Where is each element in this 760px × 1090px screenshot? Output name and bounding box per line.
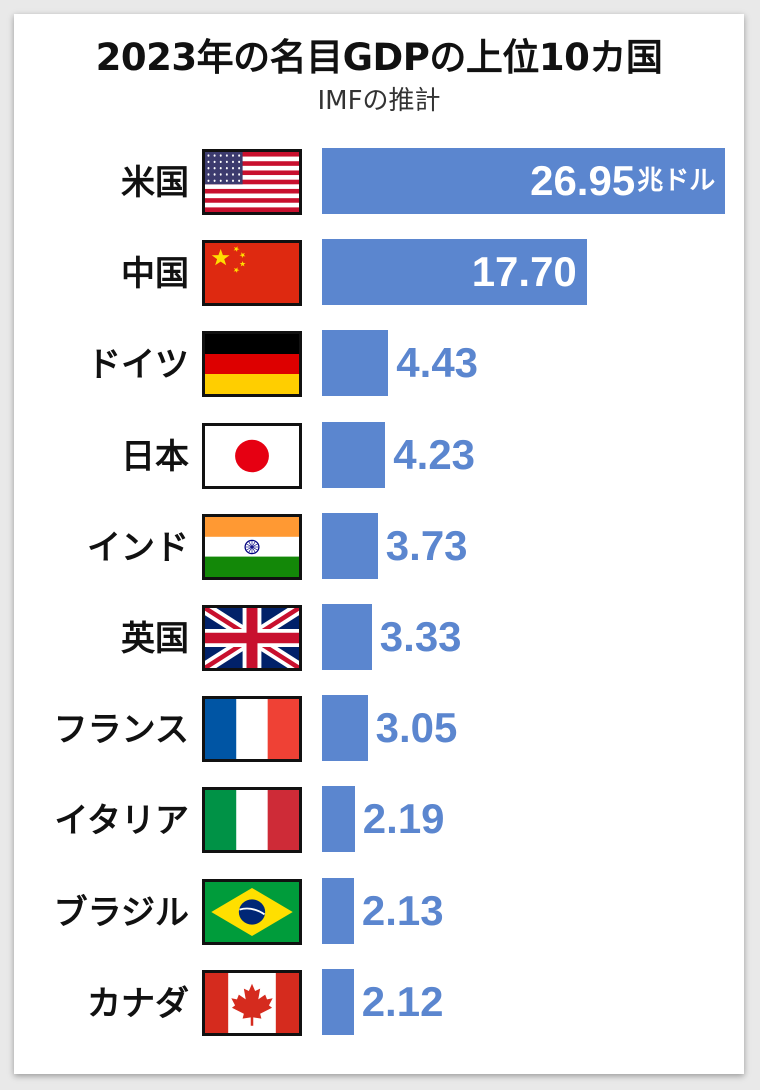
gdp-bar (322, 877, 354, 944)
gdp-bar (322, 148, 726, 214)
gdp-bar (322, 786, 355, 853)
country-label: 日本 (121, 436, 189, 477)
france-flag-icon (202, 696, 302, 763)
italy-flag-icon (202, 787, 302, 854)
value-label: 26.95兆ドル (530, 148, 715, 214)
value-number: 2.19 (362, 795, 445, 843)
uk-flag-icon (202, 605, 302, 671)
bar-row: インド 3.73 (14, 512, 744, 583)
country-label: 米国 (121, 163, 189, 203)
value-label: 4.43 (396, 330, 478, 396)
chart-card: 2023年の名目GDPの上位10カ国 IMFの推計 米国 26.95兆ドル中国 17… (14, 14, 744, 1074)
gdp-bar (322, 604, 372, 670)
value-label: 17.70 (472, 239, 577, 305)
gdp-bar (322, 968, 354, 1035)
bar-row: イタリア 2.19 (14, 786, 744, 856)
value-number: 3.05 (375, 704, 458, 752)
value-number: 17.70 (471, 248, 577, 296)
brazil-flag-icon (202, 878, 302, 945)
gdp-bar (322, 695, 368, 762)
bar-row: 日本 4.23 (14, 421, 744, 492)
value-label: 2.12 (362, 969, 444, 1035)
country-label: インド (87, 527, 189, 568)
chart-subtitle: IMFの推計 (317, 86, 441, 116)
value-number: 3.73 (385, 521, 468, 569)
value-label: 3.33 (380, 604, 462, 670)
country-label: フランス (53, 710, 189, 751)
unit-label: 兆ドル (637, 166, 716, 196)
bar-row: カナダ 2.12 (14, 968, 744, 1039)
gdp-bar (322, 239, 587, 306)
country-label: イタリア (54, 801, 189, 842)
gdp-bar (322, 421, 386, 488)
country-label: ドイツ (87, 345, 189, 386)
bar-row: フランス 3.05 (14, 695, 744, 765)
gdp-bar (322, 330, 389, 397)
bar-row: 英国 3.33 (14, 604, 744, 674)
bar-row: ブラジル 2.13 (14, 877, 744, 948)
bar-row: 米国 26.95兆ドル (14, 148, 744, 218)
bar-row: 中国 17.70 (14, 239, 744, 309)
country-label: 中国 (121, 254, 189, 295)
country-label: 英国 (121, 619, 189, 659)
value-number: 2.12 (361, 977, 444, 1025)
chart-title: 2023年の名目GDPの上位10カ国 (95, 36, 663, 79)
gdp-bar (322, 512, 378, 579)
value-number: 2.13 (361, 886, 444, 934)
value-number: 4.43 (396, 339, 479, 387)
country-label: カナダ (87, 983, 189, 1024)
canada-flag-icon (202, 969, 302, 1036)
value-label: 2.13 (362, 878, 444, 944)
india-flag-icon (202, 513, 302, 580)
value-label: 4.23 (393, 422, 475, 488)
value-label: 3.05 (376, 695, 458, 761)
value-label: 2.19 (363, 786, 445, 852)
country-label: ブラジル (53, 892, 189, 933)
japan-flag-icon (202, 422, 302, 489)
china-flag-icon (202, 240, 302, 307)
value-label: 3.73 (386, 513, 468, 579)
value-number: 4.23 (393, 430, 476, 478)
value-number: 26.95 (530, 157, 636, 204)
germany-flag-icon (202, 331, 302, 398)
us-flag-icon (202, 149, 302, 215)
value-number: 3.33 (379, 613, 462, 660)
bar-row: ドイツ 4.43 (14, 330, 744, 400)
